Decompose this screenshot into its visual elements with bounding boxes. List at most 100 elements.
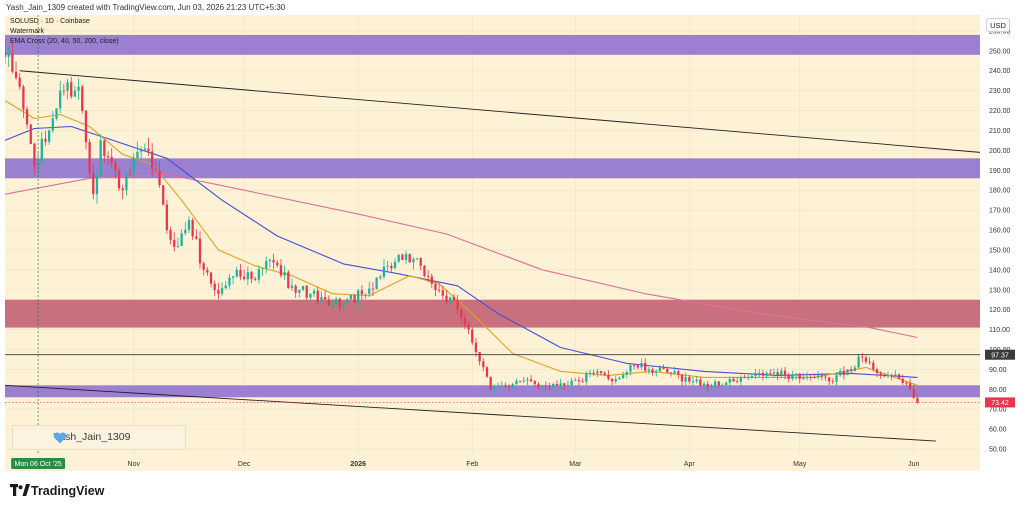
legend-indicator[interactable]: EMA Cross (20, 40, 50, 200, close) <box>10 38 119 45</box>
candle-body <box>585 373 588 382</box>
legend-symbol[interactable]: SOLUSD · 1D · Coinbase <box>10 18 90 25</box>
currency-button[interactable]: USD <box>986 18 1010 32</box>
time-axis[interactable]: Nov Dec 2026 Feb Mar Apr May Jun Mon 06 Oct '25 <box>5 455 980 471</box>
candle-body <box>544 385 547 387</box>
crosshair-date-label: Mon 06 Oct '25 <box>14 461 61 468</box>
candle <box>555 380 559 387</box>
candle <box>916 394 919 405</box>
candle <box>316 286 319 305</box>
plot-background[interactable] <box>5 15 980 455</box>
trendlines[interactable] <box>5 70 981 442</box>
candle <box>110 148 113 170</box>
candle-body <box>379 276 382 278</box>
candle-body <box>235 269 238 277</box>
candle <box>607 370 610 381</box>
candle <box>371 282 375 297</box>
candle-body <box>360 290 364 295</box>
time-axis-background <box>5 455 980 471</box>
candle-body <box>603 373 606 375</box>
candle <box>334 296 338 308</box>
candle <box>158 161 161 188</box>
candle <box>364 293 367 300</box>
candle <box>353 294 356 304</box>
candle <box>184 221 187 236</box>
candle <box>467 321 470 334</box>
watermark-text: Yash_Jain_1309 <box>53 431 131 443</box>
candle-body <box>272 259 275 263</box>
price-lines <box>5 354 980 403</box>
candle-body <box>246 272 249 280</box>
candle-body <box>180 233 183 246</box>
candle <box>283 265 286 280</box>
candle-body <box>169 230 172 240</box>
candle <box>125 172 128 196</box>
candle <box>581 378 584 383</box>
candle-body <box>794 373 798 376</box>
candle <box>176 237 180 249</box>
candle-body <box>802 377 805 379</box>
candle <box>824 374 827 381</box>
candle-body <box>599 371 603 374</box>
legend-watermark[interactable]: Watermark <box>10 28 44 35</box>
candle <box>139 146 143 162</box>
candle <box>761 369 765 381</box>
candle-body <box>224 285 227 289</box>
candle <box>412 257 415 270</box>
candle <box>62 84 66 96</box>
candle <box>169 226 172 245</box>
candle-body <box>257 269 261 280</box>
candle-body <box>607 374 610 379</box>
candle <box>559 378 562 390</box>
candle <box>246 266 249 286</box>
candle-body <box>861 356 864 358</box>
candle-body <box>901 378 904 383</box>
candle <box>644 358 647 373</box>
crosshair-date-box <box>11 458 66 469</box>
candle <box>136 141 139 161</box>
candle-body <box>176 245 180 247</box>
x-tick-label: Nov <box>128 461 141 468</box>
candle-body <box>88 142 91 173</box>
candle-body <box>721 385 724 386</box>
candle <box>268 258 272 268</box>
candle-body <box>673 371 676 374</box>
candle <box>393 258 397 269</box>
candle <box>434 281 437 297</box>
price-chart[interactable]: 50.0060.0070.0080.0090.00100.00110.00120… <box>5 15 1016 471</box>
candle <box>846 369 849 376</box>
candle <box>702 381 706 390</box>
candle <box>128 167 132 177</box>
candle-body <box>864 357 868 362</box>
candles[interactable] <box>5 39 919 405</box>
price-axis[interactable]: 50.0060.0070.0080.0090.00100.00110.00120… <box>980 15 1016 471</box>
candle-body <box>423 265 426 276</box>
candle-body <box>713 381 717 386</box>
candle-body <box>743 377 746 379</box>
candle <box>684 372 687 386</box>
candle <box>835 371 838 387</box>
candle-body <box>386 265 389 267</box>
candle-body <box>577 380 581 382</box>
candle-body <box>695 379 698 382</box>
candle <box>897 373 901 380</box>
candle <box>349 294 352 301</box>
candle-body <box>346 299 349 302</box>
candle <box>209 271 213 288</box>
candle <box>629 363 632 376</box>
candle <box>798 372 801 384</box>
candle-body <box>772 372 776 374</box>
candle <box>191 217 194 240</box>
candle-body <box>5 51 7 57</box>
y-tick-label: 220.00 <box>989 108 1011 115</box>
candle-body <box>636 365 639 368</box>
candle <box>912 384 915 399</box>
candle <box>231 276 235 285</box>
candle <box>386 260 389 273</box>
candle-body <box>132 158 135 175</box>
candle-body <box>621 374 625 379</box>
candle-body <box>574 380 577 381</box>
candle-body <box>533 381 536 385</box>
candle-body <box>228 277 231 286</box>
y-tick-label: 190.00 <box>989 168 1011 175</box>
candle-body <box>364 293 367 295</box>
